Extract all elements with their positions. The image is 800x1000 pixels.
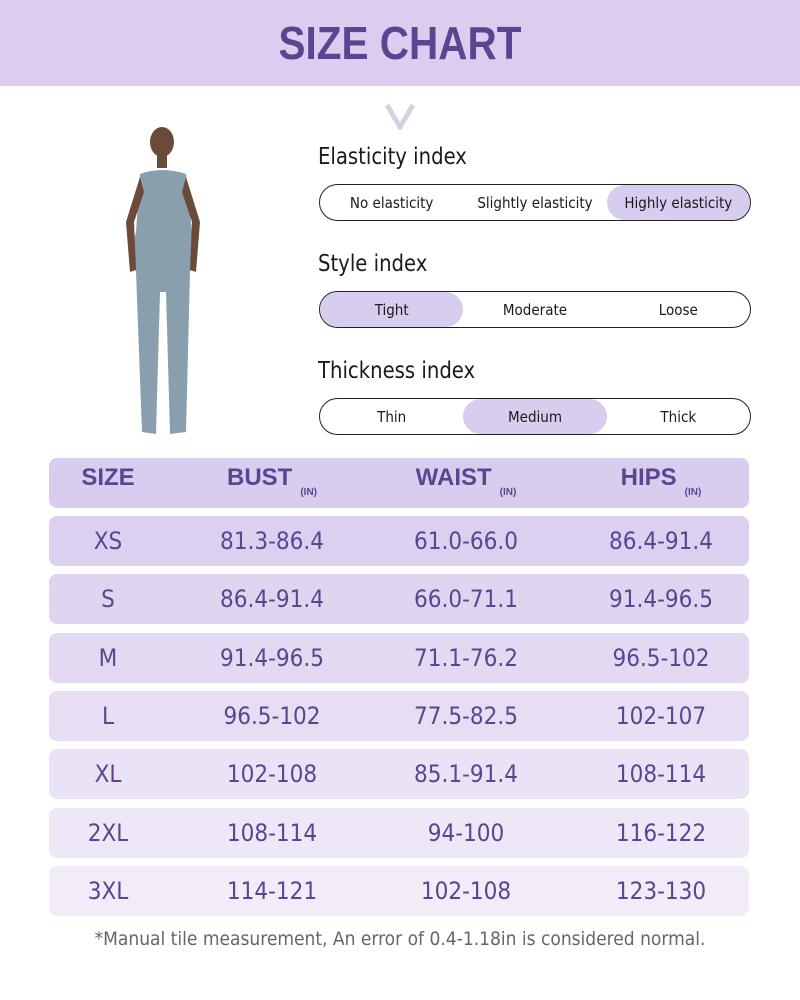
index-option: No elasticity: [349, 193, 434, 212]
table-cell: 116-122: [615, 818, 707, 847]
table-row: L 96.5-102 77.5-82.5 102-107: [49, 690, 749, 741]
table-cell: 91.4-96.5: [609, 585, 713, 614]
index-option: Slightly elasticity: [477, 193, 593, 212]
header-cell: WAIST (IN): [416, 464, 517, 498]
index-option: Thick: [660, 407, 697, 426]
index-selector: Tight Moderate Loose: [319, 291, 751, 328]
table-cell: 66.0-71.1: [414, 585, 518, 614]
table-cell: 123-130: [615, 876, 707, 905]
header-label: WAIST: [415, 464, 492, 491]
table-cell: XS: [93, 527, 123, 555]
table-cell: 85.1-91.4: [414, 760, 518, 789]
header-label: HIPS: [620, 464, 677, 491]
table-cell: 71.1-76.2: [414, 643, 518, 672]
table-cell: L: [101, 701, 115, 730]
table-cell: 86.4-91.4: [609, 527, 713, 555]
index-selector: Thin Medium Thick: [319, 398, 751, 435]
index-option: Tight: [320, 292, 464, 327]
table-cell: XL: [94, 760, 122, 789]
page-title: SIZE CHART: [278, 17, 522, 69]
model-photo: [126, 127, 200, 434]
table-cell: 61.0-66.0: [414, 527, 518, 555]
table-cell: 102-107: [615, 701, 707, 730]
table-cell: 86.4-91.4: [220, 585, 324, 614]
index-option: Highly elasticity: [606, 185, 750, 220]
header-cell: SIZE: [81, 464, 134, 492]
table-cell: 91.4-96.5: [220, 643, 324, 672]
header-cell: BUST (IN): [227, 464, 317, 498]
header-cell: HIPS (IN): [621, 464, 702, 498]
chevron-down-icon: [384, 103, 416, 130]
header-label: SIZE: [81, 464, 135, 491]
header-label: BUST: [226, 464, 293, 491]
table-cell: 81.3-86.4: [220, 527, 324, 555]
table-row: XL 102-108 85.1-91.4 108-114: [49, 749, 749, 800]
table-cell: 102-108: [420, 876, 512, 905]
table-cell: S: [101, 585, 115, 614]
index-title: Elasticity index: [318, 144, 467, 170]
table-cell: 108-114: [615, 760, 707, 789]
table-row: 3XL 114-121 102-108 123-130: [49, 865, 749, 916]
index-title: Style index: [318, 251, 428, 277]
table-cell: 114-121: [226, 876, 318, 905]
table-cell: 102-108: [226, 760, 318, 789]
table-cell: M: [98, 643, 118, 672]
table-cell: 77.5-82.5: [414, 701, 518, 730]
header-unit: (IN): [499, 487, 517, 498]
index-selector: No elasticity Slightly elasticity Highly e…: [319, 184, 751, 221]
index-option: Thin: [377, 407, 407, 426]
table-cell: 96.5-102: [223, 701, 321, 730]
table-cell: 2XL: [87, 818, 129, 847]
header-unit: (IN): [684, 487, 702, 498]
table-row: M 91.4-96.5 71.1-76.2 96.5-102: [49, 632, 749, 683]
table-cell: 96.5-102: [612, 643, 710, 672]
measurement-note: *Manual tile measurement, An error of 0.…: [94, 928, 706, 950]
header-unit: (IN): [300, 487, 318, 498]
table-row: XS 81.3-86.4 61.0-66.0 86.4-91.4: [49, 516, 749, 566]
table-header: SIZE BUST (IN) WAIST (IN) HIPS (IN): [49, 458, 749, 508]
table-row: 2XL 108-114 94-100 116-122: [49, 807, 749, 858]
index-option: Moderate: [502, 300, 568, 319]
table-row: S 86.4-91.4 66.0-71.1 91.4-96.5: [49, 574, 749, 625]
table-cell: 94-100: [427, 818, 505, 847]
index-title: Thickness index: [318, 358, 476, 384]
table-cell: 108-114: [226, 818, 318, 847]
index-option: Medium: [463, 399, 607, 434]
title-banner: SIZE CHART: [0, 0, 800, 86]
index-option: Loose: [658, 300, 698, 319]
table-cell: 3XL: [87, 876, 129, 905]
